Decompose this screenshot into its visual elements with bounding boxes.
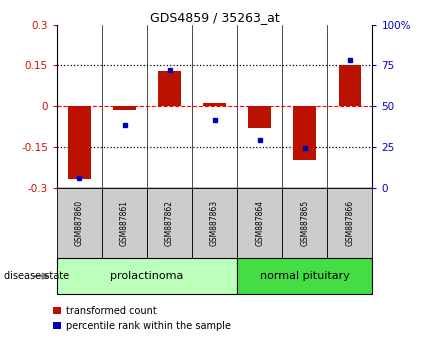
Bar: [339, 65, 361, 106]
Bar: [203, 103, 226, 106]
Bar: [68, 106, 91, 179]
Bar: [327, 188, 372, 258]
Bar: [57, 258, 237, 294]
Bar: [237, 258, 372, 294]
Text: GSM887861: GSM887861: [120, 200, 129, 246]
Bar: [293, 106, 316, 160]
Text: GSM887864: GSM887864: [255, 200, 264, 246]
Legend: transformed count, percentile rank within the sample: transformed count, percentile rank withi…: [53, 306, 231, 331]
Bar: [113, 106, 136, 110]
Bar: [248, 106, 271, 128]
Bar: [102, 188, 147, 258]
Text: GSM887862: GSM887862: [165, 200, 174, 246]
Bar: [282, 188, 327, 258]
Text: normal pituitary: normal pituitary: [260, 271, 350, 281]
Bar: [57, 188, 102, 258]
Text: GSM887866: GSM887866: [345, 200, 354, 246]
Text: GSM887865: GSM887865: [300, 200, 309, 246]
Text: prolactinoma: prolactinoma: [110, 271, 184, 281]
Text: GSM887860: GSM887860: [75, 200, 84, 246]
Text: disease state: disease state: [4, 271, 70, 281]
Title: GDS4859 / 35263_at: GDS4859 / 35263_at: [150, 11, 279, 24]
Bar: [158, 71, 181, 106]
Bar: [147, 188, 192, 258]
Text: GSM887863: GSM887863: [210, 200, 219, 246]
Bar: [192, 188, 237, 258]
Bar: [237, 188, 282, 258]
